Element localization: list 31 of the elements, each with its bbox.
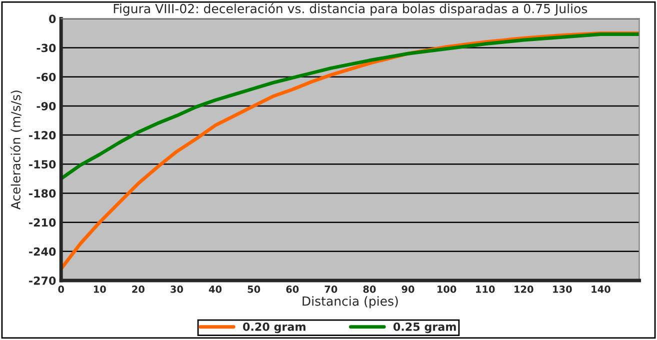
y-tick-label: 0 bbox=[49, 14, 56, 24]
y-tick-label: -240 bbox=[29, 247, 56, 256]
y-tick-label: -180 bbox=[29, 189, 56, 198]
x-tick-label: 140 bbox=[592, 286, 610, 293]
y-tick-label: -120 bbox=[29, 131, 56, 140]
x-tick-label: 10 bbox=[94, 286, 106, 293]
y-tick-label: -210 bbox=[29, 218, 56, 227]
y-tick-label: -150 bbox=[29, 160, 56, 169]
x-tick-label: 110 bbox=[476, 286, 495, 293]
x-tick-label: 50 bbox=[248, 286, 260, 293]
y-tick-label: -30 bbox=[36, 44, 56, 52]
y-axis-title: Aceleración (m/s/s) bbox=[10, 90, 22, 210]
x-tick-label: 40 bbox=[208, 286, 222, 293]
x-tick-label: 100 bbox=[437, 286, 456, 293]
legend-label: 0.25 gram bbox=[393, 322, 456, 334]
x-tick-label: 120 bbox=[514, 286, 534, 293]
x-tick-label: 130 bbox=[553, 286, 572, 293]
x-tick-label: 20 bbox=[132, 286, 144, 293]
x-axis-title: Distancia (pies) bbox=[302, 296, 398, 308]
x-tick-label: 80 bbox=[363, 286, 376, 293]
x-tick-label: 90 bbox=[402, 286, 414, 293]
x-tick-label: 0 bbox=[58, 286, 64, 293]
chart-title: Figura VIII-02: deceleración vs. distancia para bolas disparadas a 0.75 Julios bbox=[114, 3, 588, 16]
line-series bbox=[61, 32, 640, 180]
y-tick-label: -270 bbox=[29, 276, 56, 285]
y-tick-label: -60 bbox=[36, 72, 56, 82]
x-tick-label: 60 bbox=[286, 286, 299, 293]
y-tick-label: -90 bbox=[36, 102, 56, 110]
legend-label: 0.20 gram bbox=[243, 322, 306, 334]
x-tick-label: 30 bbox=[170, 286, 184, 293]
x-tick-label: 70 bbox=[324, 286, 338, 293]
